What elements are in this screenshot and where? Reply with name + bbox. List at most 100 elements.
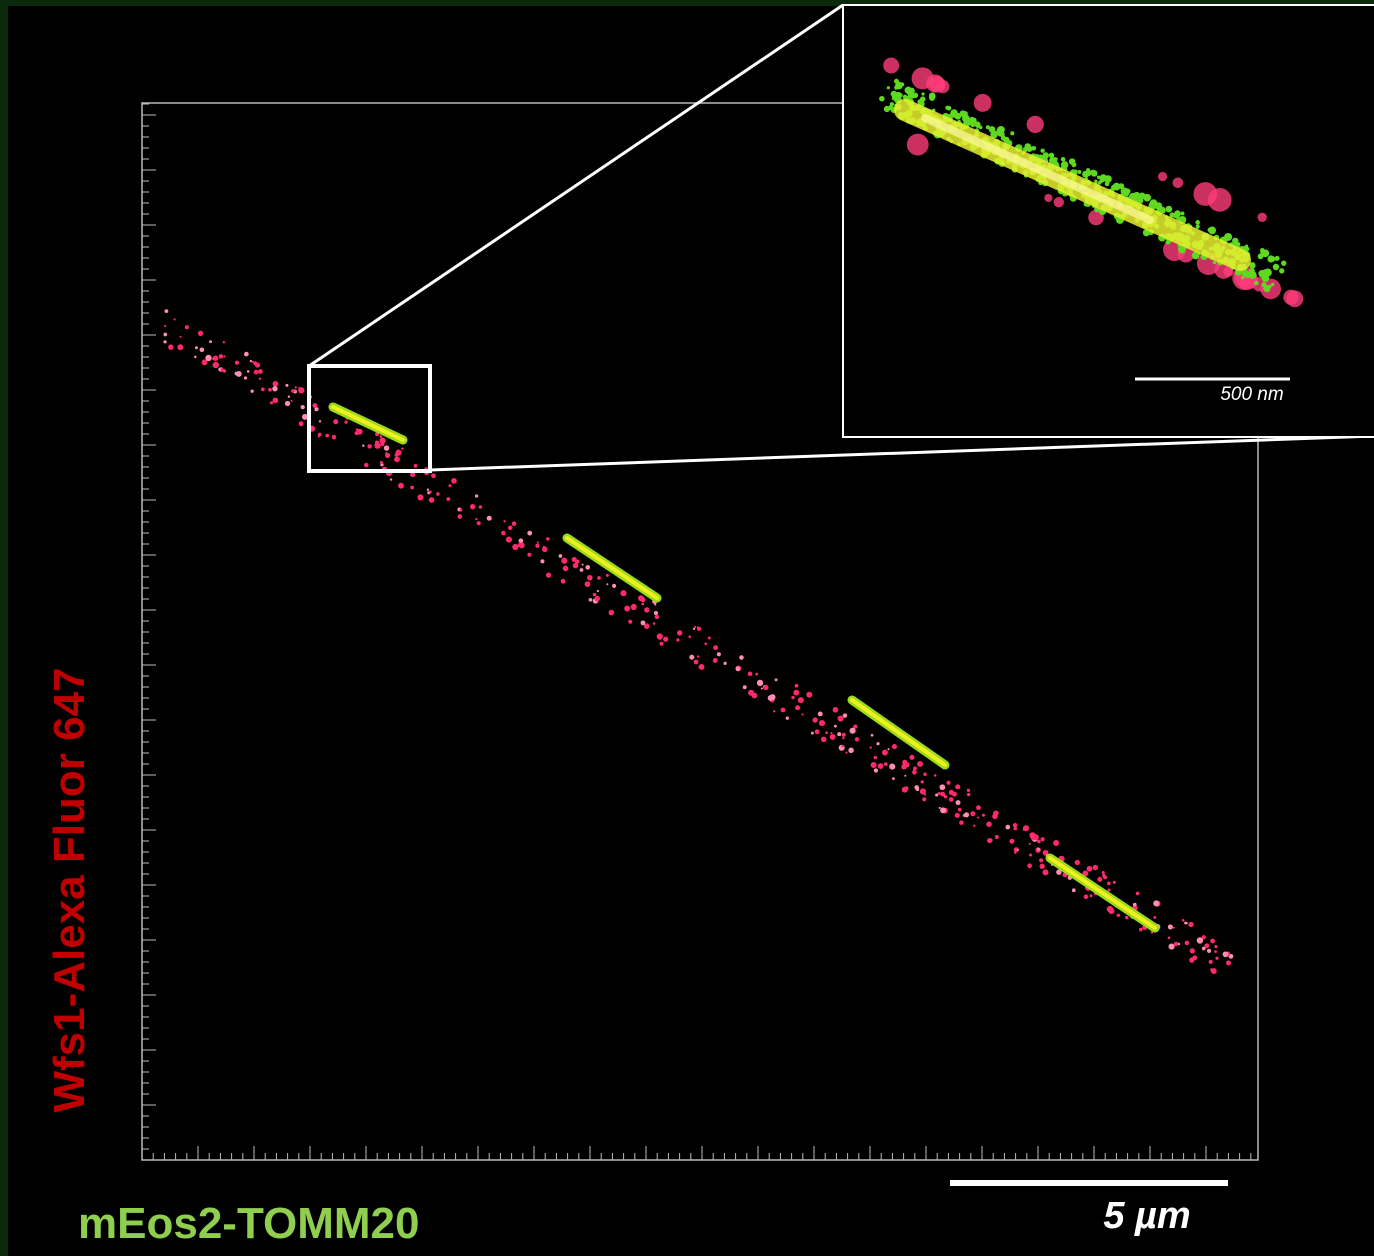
red-localization [794,683,799,688]
red-localization [1107,881,1111,886]
red-localization [527,530,533,536]
green-localization [1082,170,1090,178]
red-localization [653,610,658,616]
red-localization [218,354,224,359]
red-localization [1181,919,1185,922]
red-localization [767,695,774,701]
red-localization [457,514,463,519]
red-localization [1201,946,1206,951]
green-localization [1191,251,1200,260]
red-localization [940,807,946,814]
red-localization [1125,915,1129,920]
red-localization [853,724,858,729]
red-localization [830,731,833,735]
green-localization [907,94,912,98]
red-localization [194,355,197,359]
red-localization [892,777,895,781]
red-localization [624,605,631,612]
red-localization [1040,837,1045,842]
green-localization [1207,227,1212,233]
green-localization [1249,262,1256,269]
red-localization [976,805,981,811]
green-localization [906,86,911,91]
red-cluster [1172,177,1184,189]
red-localization [1012,822,1018,828]
green-localization [1031,145,1037,151]
red-localization [694,625,697,628]
green-localization [912,92,919,99]
red-localization [1089,894,1093,898]
red-localization [486,515,492,521]
red-localization [1214,945,1218,949]
red-localization [1071,888,1076,893]
zoom-connector [429,434,1374,472]
red-localization [1037,848,1040,851]
red-localization [641,602,645,606]
red-localization [1116,913,1121,917]
red-localization [379,437,386,444]
green-localization [1049,156,1057,165]
green-localization [895,81,903,90]
red-localization [235,370,242,377]
red-localization [501,530,506,536]
red-localization [889,763,896,770]
red-localization [763,684,769,691]
red-localization [881,749,888,756]
red-localization [742,685,747,690]
red-localization [620,590,627,597]
green-mitochondrion-core [331,405,405,442]
red-localization [398,482,404,489]
red-localization [249,359,253,363]
red-cluster [973,93,992,112]
axis-ticks [141,103,1252,1161]
red-localization [518,538,524,544]
red-localization [676,638,680,642]
green-localization [1281,260,1287,266]
specimen [163,309,1234,974]
red-localization [413,464,418,468]
red-localization [588,598,593,602]
red-localization [962,814,966,817]
green-localization [1010,131,1015,136]
red-localization [251,360,254,363]
red-localization [300,405,305,410]
red-localization [298,387,305,394]
red-localization [1226,960,1232,966]
green-localization [1244,246,1250,252]
red-localization [1153,900,1160,907]
red-localization [663,636,669,642]
y-axis-label: Wfs1-Alexa Fluor 647 [45,667,94,1112]
red-localization [848,747,854,754]
red-localization [285,383,289,387]
red-localization [579,568,584,572]
red-localization [656,633,663,640]
red-localization [883,762,888,767]
red-localization [814,729,820,735]
red-localization [505,536,512,543]
red-localization [571,557,577,563]
red-localization [1092,864,1099,871]
red-localization [994,835,999,839]
red-localization [644,623,650,630]
red-localization [689,654,695,660]
red-localization [272,397,279,404]
red-localization [469,503,476,510]
red-localization [542,546,548,553]
red-localization [959,820,964,825]
red-localization [1173,941,1179,947]
red-localization [825,731,828,735]
red-localization [246,370,250,373]
red-localization [478,505,483,509]
red-localization [966,792,971,797]
red-localization [383,445,390,451]
x-axis-label: mEos2-TOMM20 [78,1199,420,1248]
red-localization [698,663,705,670]
red-localization [887,748,890,751]
red-localization [212,361,219,369]
red-localization [842,736,845,740]
red-localization [1206,948,1212,953]
red-localization [597,576,601,580]
red-localization [1083,894,1089,899]
red-localization [476,521,481,526]
red-localization [1102,875,1108,880]
